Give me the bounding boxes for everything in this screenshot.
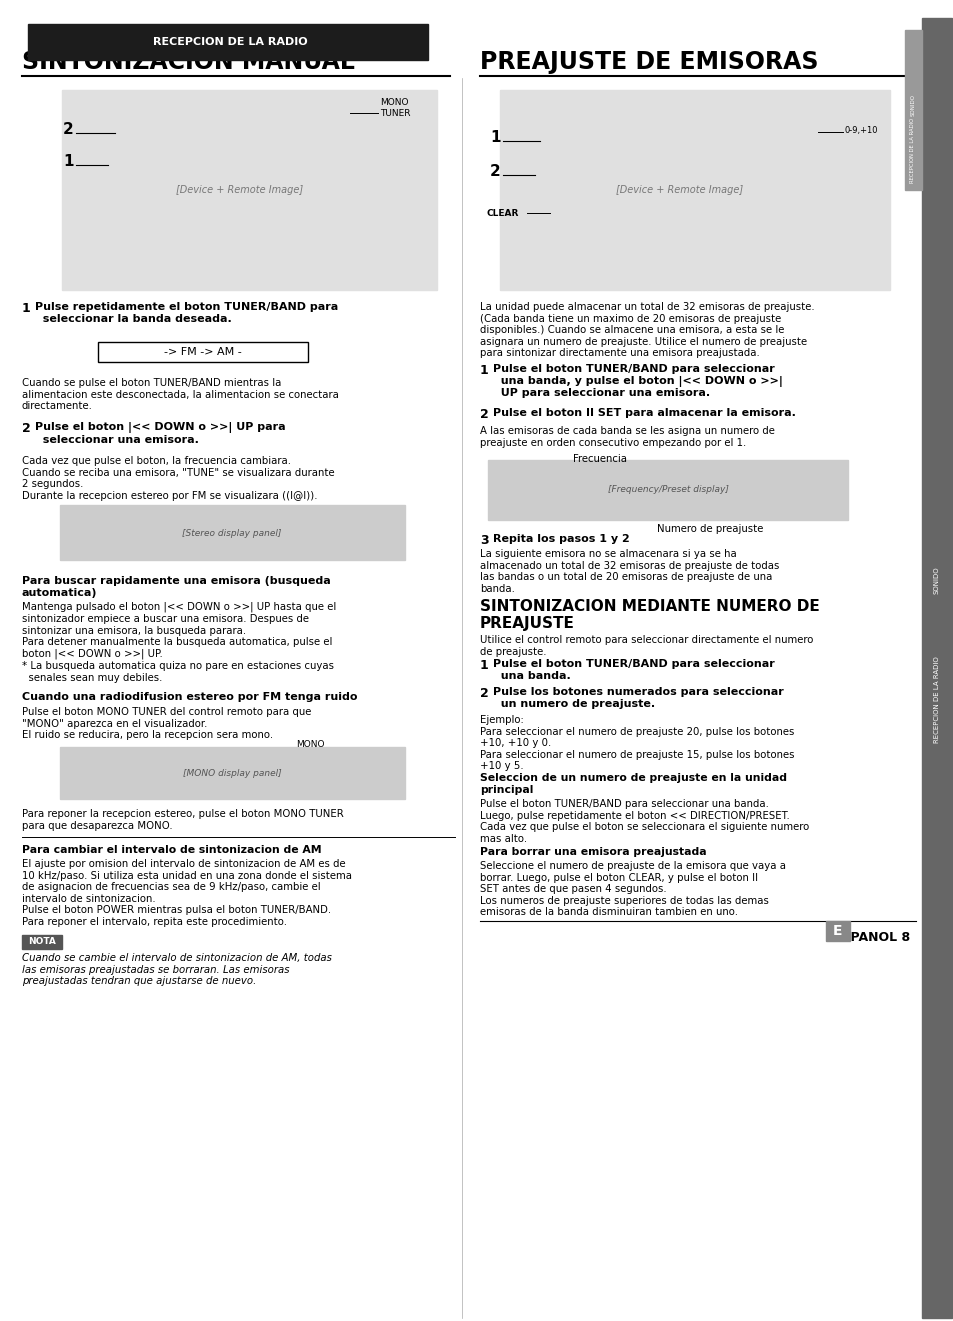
Bar bbox=[22, 935, 62, 948]
Text: [Device + Remote Image]: [Device + Remote Image] bbox=[616, 185, 742, 196]
Text: La siguiente emisora no se almacenara si ya se ha
almacenado un total de 32 emis: La siguiente emisora no se almacenara si… bbox=[479, 550, 779, 594]
Text: 1: 1 bbox=[479, 365, 488, 376]
Bar bbox=[488, 460, 847, 520]
Text: RECEPCION DE LA RADIO: RECEPCION DE LA RADIO bbox=[933, 657, 939, 744]
Bar bbox=[499, 90, 889, 291]
Bar bbox=[98, 342, 308, 362]
Text: Para reponer la recepcion estereo, pulse el boton MONO TUNER
para que desaparezc: Para reponer la recepcion estereo, pulse… bbox=[22, 808, 343, 831]
Text: 1: 1 bbox=[63, 155, 73, 169]
Text: 1: 1 bbox=[490, 131, 500, 145]
Text: A las emisoras de cada banda se les asigna un numero de
preajuste en orden conse: A las emisoras de cada banda se les asig… bbox=[479, 425, 774, 448]
Text: Cada vez que pulse el boton, la frecuencia cambiara.
Cuando se reciba una emisor: Cada vez que pulse el boton, la frecuenc… bbox=[22, 456, 335, 501]
Text: Para borrar una emisora preajustada: Para borrar una emisora preajustada bbox=[479, 847, 706, 857]
Text: CLEAR: CLEAR bbox=[486, 209, 518, 218]
Text: Seleccione el numero de preajuste de la emisora que vaya a
borrar. Luego, pulse : Seleccione el numero de preajuste de la … bbox=[479, 861, 785, 917]
Text: SINTONIZACION MANUAL: SINTONIZACION MANUAL bbox=[22, 50, 355, 74]
Text: Pulse el boton TUNER/BAND para seleccionar
  una banda.: Pulse el boton TUNER/BAND para seleccion… bbox=[493, 659, 774, 680]
Text: E: E bbox=[832, 923, 841, 938]
Text: Para cambiar el intervalo de sintonizacion de AM: Para cambiar el intervalo de sintonizaci… bbox=[22, 845, 321, 855]
Text: SONIDO: SONIDO bbox=[933, 567, 939, 594]
Text: Pulse el boton TUNER/BAND para seleccionar
  una banda, y pulse el boton |<< DOW: Pulse el boton TUNER/BAND para seleccion… bbox=[493, 365, 782, 398]
Text: 2: 2 bbox=[479, 408, 488, 421]
Text: [Stereo display panel]: [Stereo display panel] bbox=[182, 528, 281, 538]
Text: La unidad puede almacenar un total de 32 emisoras de preajuste.
(Cada banda tien: La unidad puede almacenar un total de 32… bbox=[479, 303, 814, 358]
Text: Seleccion de un numero de preajuste en la unidad
principal: Seleccion de un numero de preajuste en l… bbox=[479, 773, 786, 795]
Text: 3: 3 bbox=[479, 534, 488, 547]
Text: -> FM -> AM -: -> FM -> AM - bbox=[164, 347, 242, 357]
Text: RECEPCION DE LA RADIO: RECEPCION DE LA RADIO bbox=[152, 37, 307, 48]
Text: Cuando se pulse el boton TUNER/BAND mientras la
alimentacion este desconectada, : Cuando se pulse el boton TUNER/BAND mien… bbox=[22, 378, 338, 411]
Text: RECEPCION DE LA RADIO: RECEPCION DE LA RADIO bbox=[909, 118, 915, 182]
Text: Pulse el boton |<< DOWN o >>| UP para
  seleccionar una emisora.: Pulse el boton |<< DOWN o >>| UP para se… bbox=[35, 421, 285, 445]
Text: Utilice el control remoto para seleccionar directamente el numero
de preajuste.: Utilice el control remoto para seleccion… bbox=[479, 635, 813, 657]
Text: Frecuencia: Frecuencia bbox=[573, 454, 626, 464]
Text: 2: 2 bbox=[22, 421, 30, 435]
Text: ESPANOL 8: ESPANOL 8 bbox=[832, 931, 909, 945]
Text: MONO: MONO bbox=[295, 740, 324, 749]
Bar bbox=[921, 18, 951, 1318]
Text: Pulse el boton TUNER/BAND para seleccionar una banda.
Luego, pulse repetidamente: Pulse el boton TUNER/BAND para seleccion… bbox=[479, 799, 808, 844]
Text: 1: 1 bbox=[479, 659, 488, 672]
Bar bbox=[825, 921, 849, 941]
Bar bbox=[60, 505, 405, 560]
Text: 1: 1 bbox=[22, 303, 30, 314]
Text: Pulse el boton MONO TUNER del control remoto para que
"MONO" aparezca en el visu: Pulse el boton MONO TUNER del control re… bbox=[22, 707, 311, 740]
Text: Numero de preajuste: Numero de preajuste bbox=[656, 524, 762, 534]
Text: Pulse los botones numerados para seleccionar
  un numero de preajuste.: Pulse los botones numerados para selecci… bbox=[493, 687, 783, 708]
Text: 2: 2 bbox=[63, 123, 73, 137]
Text: PREAJUSTE DE EMISORAS: PREAJUSTE DE EMISORAS bbox=[479, 50, 818, 74]
Text: 2: 2 bbox=[490, 165, 500, 180]
Text: Pulse el boton II SET para almacenar la emisora.: Pulse el boton II SET para almacenar la … bbox=[493, 408, 795, 417]
Text: NOTA: NOTA bbox=[28, 938, 56, 947]
Text: SONIDO: SONIDO bbox=[909, 94, 915, 116]
Text: SINTONIZACION MEDIANTE NUMERO DE
PREAJUSTE: SINTONIZACION MEDIANTE NUMERO DE PREAJUS… bbox=[479, 598, 819, 631]
Text: Cuando una radiodifusion estereo por FM tenga ruido: Cuando una radiodifusion estereo por FM … bbox=[22, 692, 357, 701]
Bar bbox=[62, 90, 436, 291]
Bar bbox=[904, 30, 921, 190]
Text: Ejemplo:
Para seleccionar el numero de preajuste 20, pulse los botones
+10, +10 : Ejemplo: Para seleccionar el numero de p… bbox=[479, 715, 794, 771]
Text: 2: 2 bbox=[479, 687, 488, 700]
Text: Cuando se cambie el intervalo de sintonizacion de AM, todas
las emisoras preajus: Cuando se cambie el intervalo de sintoni… bbox=[22, 952, 332, 987]
Bar bbox=[60, 746, 405, 799]
Text: [MONO display panel]: [MONO display panel] bbox=[182, 769, 281, 778]
Text: [Frequency/Preset display]: [Frequency/Preset display] bbox=[607, 486, 728, 494]
Text: Para buscar rapidamente una emisora (busqueda
automatica): Para buscar rapidamente una emisora (bus… bbox=[22, 576, 331, 597]
Text: El ajuste por omision del intervalo de sintonizacion de AM es de
10 kHz/paso. Si: El ajuste por omision del intervalo de s… bbox=[22, 859, 352, 927]
Text: Repita los pasos 1 y 2: Repita los pasos 1 y 2 bbox=[493, 534, 629, 544]
Text: [Device + Remote Image]: [Device + Remote Image] bbox=[176, 185, 303, 196]
Text: Pulse repetidamente el boton TUNER/BAND para
  seleccionar la banda deseada.: Pulse repetidamente el boton TUNER/BAND … bbox=[35, 303, 338, 324]
Text: Mantenga pulsado el boton |<< DOWN o >>| UP hasta que el
sintonizador empiece a : Mantenga pulsado el boton |<< DOWN o >>|… bbox=[22, 602, 335, 683]
Text: 0-9,+10: 0-9,+10 bbox=[844, 125, 878, 135]
Bar bbox=[28, 24, 428, 59]
Text: MONO
TUNER: MONO TUNER bbox=[379, 98, 410, 118]
